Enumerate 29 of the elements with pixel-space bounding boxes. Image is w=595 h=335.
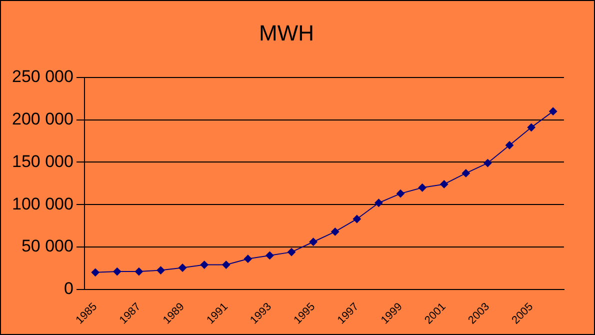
point	[266, 251, 274, 260]
point	[288, 248, 296, 256]
point	[244, 254, 252, 263]
chart-title: MWH	[259, 20, 314, 46]
point	[374, 198, 383, 207]
point	[506, 141, 514, 150]
point	[527, 123, 536, 132]
y-tick-label: 50 000	[21, 236, 74, 256]
point	[156, 266, 165, 274]
point	[113, 268, 122, 276]
y-tick-label: 100 000	[12, 194, 74, 214]
y-tick-label: 150 000	[12, 152, 74, 171]
point	[352, 214, 361, 223]
y-tick-label: 0	[64, 279, 74, 298]
point	[134, 268, 143, 276]
point	[309, 238, 318, 246]
point	[200, 260, 208, 269]
point	[549, 107, 558, 116]
point	[440, 180, 448, 188]
point	[396, 190, 405, 198]
point	[462, 169, 470, 178]
y-tick-label: 250 000	[12, 67, 74, 86]
point	[484, 159, 492, 168]
y-tick-label: 200 000	[12, 109, 74, 128]
point	[331, 228, 340, 236]
point	[222, 260, 230, 269]
point	[91, 268, 100, 276]
point	[418, 184, 426, 192]
point	[178, 264, 187, 272]
